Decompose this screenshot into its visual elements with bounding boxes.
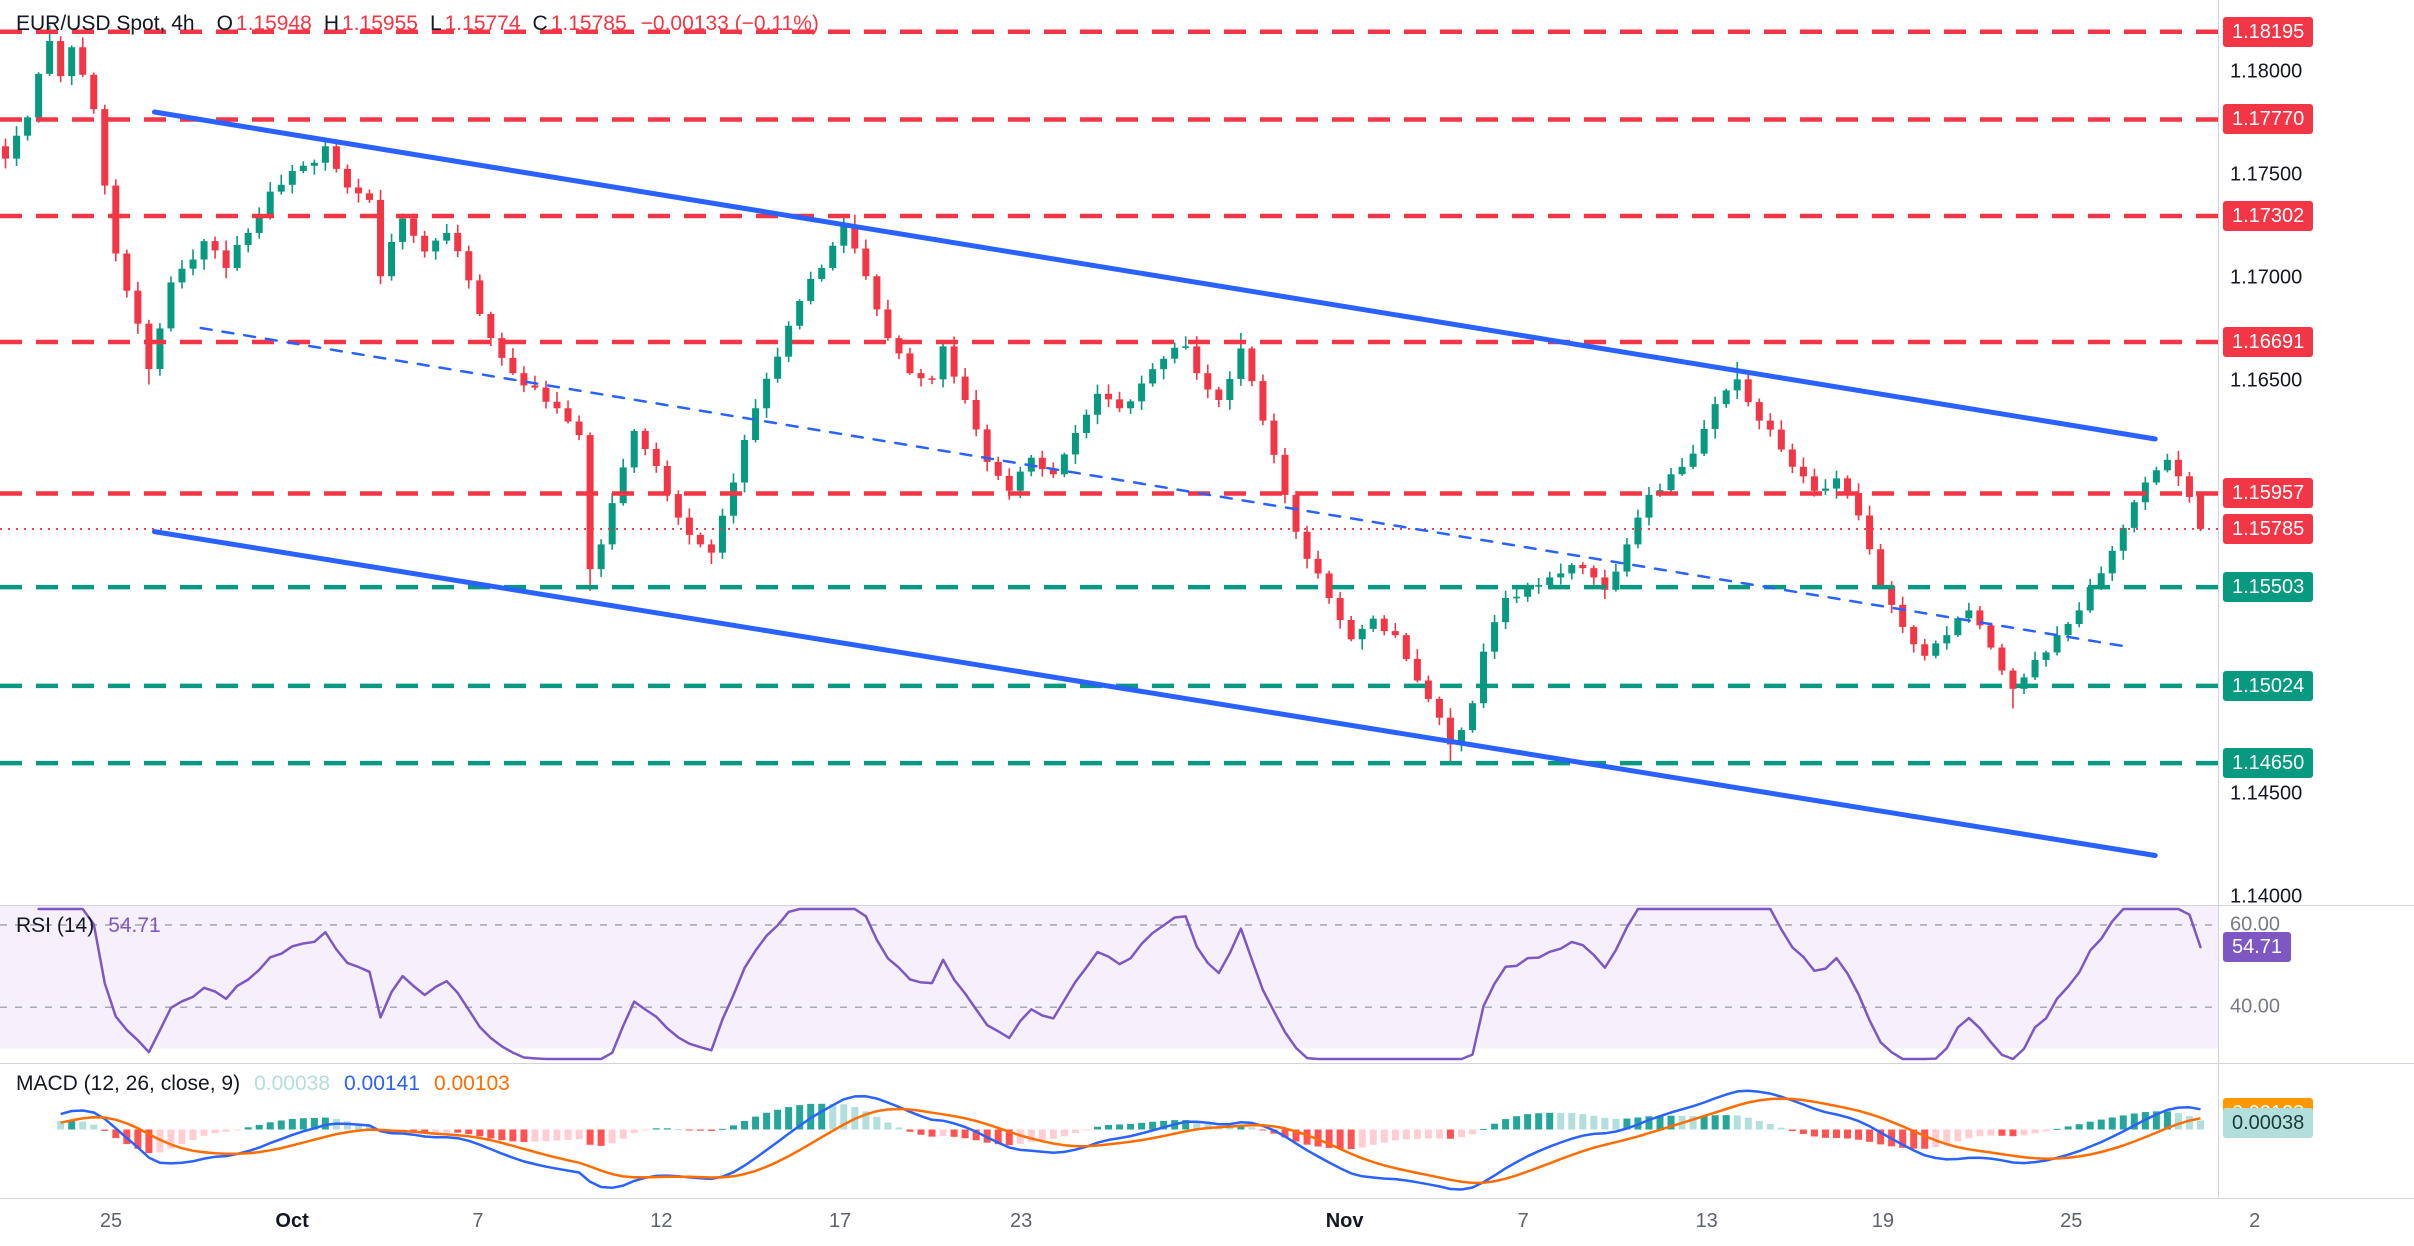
support-price-badge: 1.15503 (2223, 572, 2314, 603)
price-tick-label: 1.17000 (2230, 266, 2303, 289)
time-tick-label: 25 (2060, 1210, 2083, 1232)
rsi-value: 54.71 (108, 914, 161, 937)
rsi-level-label: 60.00 (2230, 913, 2281, 936)
channel-upper-line[interactable] (151, 109, 2158, 442)
price-tick-label: 1.16500 (2230, 369, 2303, 392)
time-tick-label: 25 (99, 1210, 123, 1232)
time-tick-label: Oct (275, 1210, 309, 1232)
macd-legend[interactable]: MACD (12, 26, close, 9) 0.00038 0.00141 … (16, 1072, 510, 1096)
rsi-pane[interactable]: RSI (14) 54.71 (0, 906, 2218, 1062)
macd-hist-value: 0.00038 (254, 1072, 331, 1095)
macd-hist-badge: 0.00038 (2223, 1108, 2314, 1139)
price-pane[interactable] (0, 0, 2218, 905)
price-tick-label: 1.18000 (2230, 60, 2303, 83)
high-label: H (323, 12, 340, 35)
rsi-plot[interactable] (0, 906, 2218, 1062)
candles (2, 25, 2204, 765)
high-value: 1.15955 (342, 12, 418, 35)
close-value: 1.15785 (550, 12, 627, 35)
resistance-price-badge: 1.18195 (2223, 16, 2314, 47)
resistance-price-badge: 1.15957 (2223, 478, 2314, 509)
change-value: −0.00133 (−0.11%) (640, 12, 819, 35)
time-tick-label: 2 (2249, 1210, 2261, 1232)
time-tick-label: Nov (1325, 1210, 1364, 1232)
macd-line (60, 1089, 2201, 1191)
price-tick-label: 1.17500 (2230, 163, 2303, 186)
current-price-badge: 1.15785 (2223, 513, 2314, 544)
candlestick-chart[interactable] (0, 0, 2218, 905)
price-tick-label: 1.14000 (2230, 885, 2303, 908)
close-label: C (532, 12, 548, 35)
low-value: 1.15774 (444, 12, 521, 35)
macd-line-value: 0.00141 (344, 1072, 420, 1095)
price-tick-label: 1.14500 (2230, 782, 2303, 805)
macd-plot[interactable] (0, 1064, 2218, 1195)
rsi-line (37, 907, 2202, 1061)
macd-title: MACD (12, 26, close, 9) (16, 1072, 241, 1095)
open-label: O (216, 12, 233, 35)
rsi-level-label: 40.00 (2230, 995, 2281, 1018)
resistance-price-badge: 1.16691 (2223, 327, 2314, 358)
support-price-badge: 1.14650 (2223, 748, 2314, 779)
channel-lower-line[interactable] (151, 529, 2158, 858)
rsi-value-badge: 54.71 (2223, 931, 2292, 962)
channel-mid-line[interactable] (199, 326, 2133, 649)
pane-separator[interactable] (0, 905, 2414, 906)
rsi-legend[interactable]: RSI (14) 54.71 (16, 914, 161, 938)
symbol-legend[interactable]: EUR/USD Spot, 4h O 1.15948 H 1.15955 L 1… (16, 12, 819, 36)
resistance-price-badge: 1.17770 (2223, 104, 2314, 135)
rsi-band (0, 906, 2218, 1049)
symbol-title: EUR/USD Spot, 4h (16, 12, 195, 35)
macd-histogram (57, 1103, 2204, 1154)
macd-signal-line (60, 1097, 2201, 1185)
open-value: 1.15948 (235, 12, 312, 35)
time-tick-label: 7 (472, 1210, 484, 1232)
pane-separator[interactable] (0, 1063, 2414, 1064)
rsi-title: RSI (14) (16, 914, 95, 937)
time-tick-label: 13 (1695, 1210, 1718, 1232)
time-axis[interactable]: 25 Oct 7 12 17 23 Nov 7 13 19 25 2 (0, 1198, 2414, 1246)
resistance-price-badge: 1.17302 (2223, 200, 2314, 231)
macd-pane[interactable]: MACD (12, 26, close, 9) 0.00038 0.00141 … (0, 1064, 2218, 1195)
time-tick-label: 19 (1871, 1210, 1895, 1232)
time-tick-label: 7 (1517, 1210, 1529, 1232)
support-price-badge: 1.15024 (2223, 670, 2314, 701)
low-label: L (429, 12, 442, 35)
macd-signal-value: 0.00103 (433, 1072, 510, 1095)
price-axis[interactable]: 1.18000 1.17500 1.17000 1.16500 1.14500 1.140… (2218, 0, 2414, 1198)
time-tick-label: 17 (828, 1210, 852, 1232)
time-tick-label: 23 (1009, 1210, 1033, 1232)
time-tick-label: 12 (650, 1210, 673, 1232)
